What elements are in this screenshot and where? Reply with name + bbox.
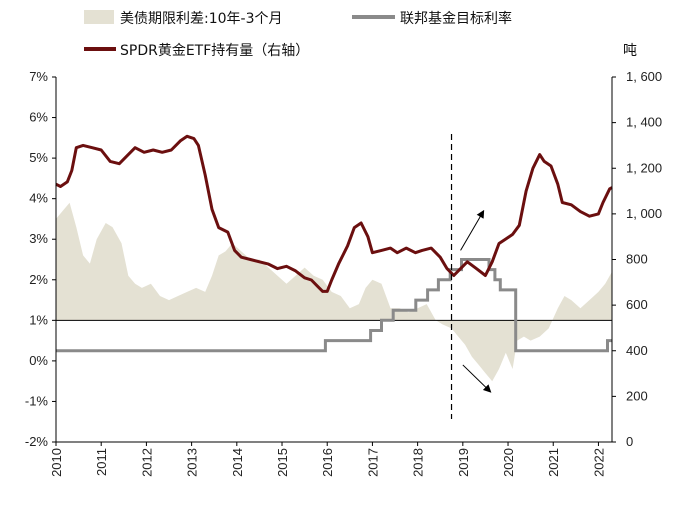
legend-spread-label: 美债期限利差:10年-3个月 [120, 11, 283, 27]
left-tick-label: 1% [29, 312, 48, 327]
legend-fed-rate-label: 联邦基金目标利率 [400, 10, 512, 27]
right-tick-label: 200 [626, 388, 648, 403]
legend-spread-swatch [84, 10, 114, 24]
x-tick-label: 2014 [230, 448, 245, 477]
x-tick-label: 2017 [365, 448, 380, 477]
right-tick-label: 0 [626, 434, 633, 449]
legend-spdr-label: SPDR黄金ETF持有量（右轴） [120, 42, 309, 59]
left-tick-label: 2% [29, 272, 48, 287]
right-tick-label: 1, 000 [626, 206, 662, 221]
x-tick-label: 2010 [49, 448, 64, 477]
x-tick-label: 2021 [546, 448, 561, 477]
x-tick-label: 2022 [591, 448, 606, 477]
arrow-up-spdr [461, 212, 484, 251]
right-tick-label: 800 [626, 252, 648, 267]
left-tick-label: -2% [25, 434, 49, 449]
right-tick-label: 1, 400 [626, 115, 662, 130]
x-tick-label: 2011 [94, 448, 109, 476]
right-tick-label: 1, 600 [626, 69, 662, 84]
left-tick-label: 6% [29, 110, 48, 125]
x-tick-label: 2012 [139, 448, 154, 477]
spread-area [56, 203, 612, 382]
x-tick-label: 2015 [275, 448, 290, 477]
x-tick-label: 2018 [411, 448, 426, 477]
left-tick-label: 3% [29, 231, 48, 246]
x-axis-ticks: 2010 2011 2012 2013 2014 2015 2016 2017 2018 2019… [49, 442, 606, 477]
left-tick-label: 5% [29, 150, 48, 165]
left-tick-label: 4% [29, 191, 48, 206]
axes [56, 77, 612, 442]
left-tick-label: 0% [29, 353, 48, 368]
x-tick-label: 2016 [320, 448, 335, 477]
x-tick-label: 2020 [501, 448, 516, 477]
left-tick-label: 7% [29, 69, 48, 84]
legend: 美债期限利差:10年-3个月 联邦基金目标利率 SPDR黄金ETF持有量（右轴）… [84, 10, 637, 59]
x-tick-label: 2019 [456, 448, 471, 477]
right-tick-label: 1, 200 [626, 160, 662, 175]
right-axis-ticks: 1, 600 1, 400 1, 200 1, 000 800 600 400 200 0 [612, 69, 662, 449]
right-tick-label: 600 [626, 297, 648, 312]
x-tick-label: 2013 [185, 448, 200, 477]
left-axis-ticks: 7% 6% 5% 4% 3% 2% 1% 0% -1% -2% [25, 69, 56, 449]
spdr-holdings-line [56, 136, 612, 291]
right-tick-label: 400 [626, 343, 648, 358]
left-tick-label: -1% [25, 393, 49, 408]
right-axis-unit: 吨 [623, 43, 637, 59]
chart-canvas: 美债期限利差:10年-3个月 联邦基金目标利率 SPDR黄金ETF持有量（右轴）… [0, 0, 693, 505]
